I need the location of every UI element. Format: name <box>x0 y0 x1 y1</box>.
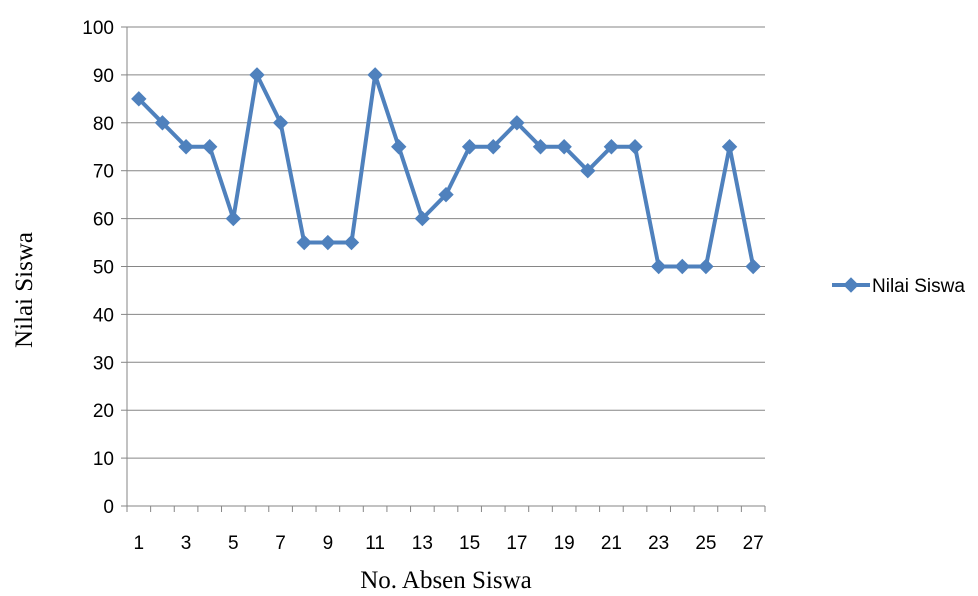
x-tick-label: 19 <box>554 533 575 554</box>
x-tick-label: 21 <box>601 533 622 554</box>
y-tick-label: 20 <box>93 401 114 422</box>
legend-label: Nilai Siswa <box>872 276 965 297</box>
data-point <box>272 115 289 131</box>
x-tick-label: 7 <box>275 533 286 554</box>
x-tick-label: 3 <box>181 533 192 554</box>
x-tick-label: 15 <box>459 533 480 554</box>
data-point <box>461 139 478 155</box>
legend-marker <box>843 277 859 293</box>
y-tick-label: 50 <box>93 258 114 279</box>
data-point <box>603 139 620 155</box>
data-point <box>414 210 431 227</box>
x-tick-label: 17 <box>506 533 527 554</box>
y-tick-label: 90 <box>93 66 114 87</box>
legend: Nilai Siswa <box>832 276 965 297</box>
data-point <box>225 210 242 227</box>
x-tick-label: 9 <box>323 533 334 554</box>
data-point <box>745 258 761 275</box>
y-tick-label: 30 <box>93 353 114 374</box>
y-axis-title: Nilai Siswa <box>11 232 38 348</box>
y-tick-label: 60 <box>93 210 114 231</box>
data-point <box>485 139 501 155</box>
grid-lines <box>127 26 765 459</box>
x-tick-label: 13 <box>412 533 433 554</box>
series-group <box>131 67 761 275</box>
x-tick-label: 27 <box>743 533 764 554</box>
y-tick-label: 0 <box>103 497 114 518</box>
x-tick-label: 23 <box>648 533 669 554</box>
data-point <box>296 234 312 251</box>
data-point <box>131 91 147 107</box>
x-tick-label: 5 <box>228 533 239 554</box>
y-tick-label: 70 <box>93 162 114 183</box>
data-point <box>627 139 643 155</box>
x-tick-label: 1 <box>134 533 145 554</box>
data-point <box>580 162 596 179</box>
y-tick-label: 10 <box>93 449 114 470</box>
data-point <box>674 258 691 275</box>
data-point <box>154 115 171 131</box>
data-point <box>367 67 383 83</box>
data-point <box>320 234 336 251</box>
data-point <box>532 139 549 155</box>
data-point <box>391 139 407 155</box>
data-point <box>721 139 738 155</box>
data-point <box>178 139 194 155</box>
data-point <box>698 258 714 275</box>
y-tick-label: 100 <box>82 18 114 39</box>
data-point <box>438 186 454 203</box>
axes <box>121 26 766 512</box>
y-tick-label: 40 <box>93 305 114 326</box>
x-tick-label: 25 <box>695 533 716 554</box>
x-axis-title: No. Absen Siswa <box>360 567 532 594</box>
data-point <box>249 67 265 83</box>
y-tick-label: 80 <box>93 114 114 135</box>
x-tick-label: 11 <box>365 533 385 554</box>
data-point <box>509 115 525 131</box>
data-point <box>650 258 667 275</box>
data-point <box>201 139 218 155</box>
data-point <box>343 234 360 251</box>
data-point <box>556 139 572 155</box>
